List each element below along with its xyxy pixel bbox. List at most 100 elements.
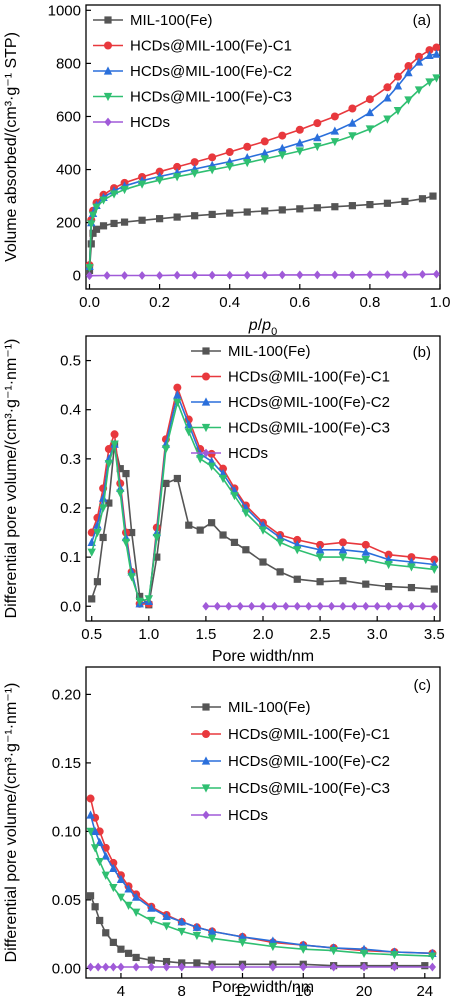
data-point [383, 199, 392, 207]
data-point [225, 601, 233, 611]
data-point [207, 926, 217, 936]
data-point [191, 270, 199, 280]
data-point [191, 212, 199, 220]
data-point [414, 52, 423, 61]
legend-label: HCDs@MIL-100(Fe)-C2 [130, 63, 292, 80]
y-tick-label: 400 [56, 162, 81, 179]
data-point [295, 147, 305, 156]
data-point [102, 962, 110, 972]
legend-label: HCDs@MIL-100(Fe)-C3 [228, 420, 390, 437]
data-point [393, 72, 402, 81]
data-point [202, 601, 210, 611]
data-point [86, 827, 95, 837]
data-point [327, 601, 336, 611]
legend-marker [104, 16, 112, 24]
data-point [124, 884, 133, 893]
legend-label: HCDs [228, 445, 268, 462]
data-point [293, 535, 302, 544]
legend-marker [104, 117, 112, 127]
series-line [88, 77, 437, 268]
data-point [162, 922, 171, 931]
data-point [132, 962, 140, 972]
chart-panel-c: 4 8 12 16 20 24 0.00 0.05 0.10 0.15 0.20 Pore width… [3, 666, 441, 1000]
data-point [278, 131, 287, 140]
data-point [136, 592, 144, 601]
data-point [173, 390, 182, 399]
data-point [338, 538, 347, 547]
data-point [430, 601, 438, 611]
data-point [101, 851, 110, 860]
data-point [208, 210, 216, 219]
data-point [373, 601, 381, 611]
data-point [238, 962, 247, 972]
data-point [173, 270, 181, 280]
data-point [109, 190, 119, 199]
data-point [195, 455, 205, 464]
data-point [383, 270, 392, 280]
data-point [162, 957, 171, 966]
data-point [384, 550, 393, 559]
x-axis-label: Pore width/nm [212, 979, 314, 996]
data-area [86, 794, 437, 972]
data-point [86, 264, 94, 273]
data-point [208, 519, 216, 527]
data-point [238, 932, 247, 941]
data-point [193, 959, 201, 967]
y-tick-label: 0.1 [60, 549, 81, 566]
data-point [91, 903, 99, 911]
data-point [242, 546, 250, 554]
data-point [147, 916, 156, 926]
plot-frame [85, 666, 441, 979]
data-point [86, 892, 95, 900]
data-point [95, 837, 104, 846]
data-point [383, 115, 392, 124]
y-tick-label: 0.5 [60, 353, 81, 370]
data-point [330, 126, 340, 135]
data-point [404, 68, 413, 77]
plot-frame [85, 4, 441, 290]
data-point [278, 143, 287, 152]
data-point [93, 578, 102, 586]
data-point [330, 962, 338, 972]
data-point [127, 573, 136, 582]
data-point [238, 938, 247, 947]
data-point [276, 568, 284, 576]
legend-marker [202, 730, 210, 738]
data-point [173, 162, 182, 171]
data-point [225, 162, 234, 171]
y-tick-label: 0.2 [60, 500, 81, 517]
data-point [331, 203, 339, 211]
legend: MIL-100(Fe) HCDs@MIL-100(Fe)-C1 HCDs@MIL-1… [191, 699, 390, 824]
data-point [361, 555, 370, 565]
data-point [192, 922, 202, 931]
data-point [330, 112, 339, 121]
series-line [88, 195, 434, 271]
data-point [243, 208, 251, 216]
y-tick-label: 0.15 [52, 755, 81, 772]
legend-label: HCDs@MIL-100(Fe)-C2 [228, 394, 390, 411]
legend: MIL-100(Fe) HCDs@MIL-100(Fe)-C1 HCDs@MIL-1… [93, 12, 292, 131]
x-tick-label: 8 [178, 983, 186, 1000]
data-point [339, 577, 347, 585]
data-point [86, 271, 94, 281]
data-point [407, 601, 416, 611]
data-point [192, 931, 202, 941]
data-point [418, 195, 427, 203]
legend-label: HCDs [228, 807, 268, 824]
data-point [393, 81, 403, 90]
chart-panel-b: 0.5 1.0 1.5 2.0 2.5 3.0 3.5 0.0 0.1 0.2 0.3 0.4 0.5 P… [3, 335, 445, 665]
data-point [407, 553, 416, 562]
data-point [124, 901, 133, 910]
data-point [396, 601, 404, 611]
series-line [89, 814, 433, 955]
x-tick-label: 3.0 [367, 626, 388, 643]
data-point [365, 95, 374, 104]
legend-label: HCDs@MIL-100(Fe)-C1 [130, 38, 292, 55]
data-point [268, 942, 278, 952]
x-tick-label: 0.5 [81, 626, 102, 643]
data-point [393, 107, 403, 116]
data-point [414, 86, 424, 95]
legend-label: HCDs@MIL-100(Fe)-C3 [228, 780, 390, 797]
data-point [86, 962, 95, 972]
legend-label: MIL-100(Fe) [228, 343, 311, 360]
